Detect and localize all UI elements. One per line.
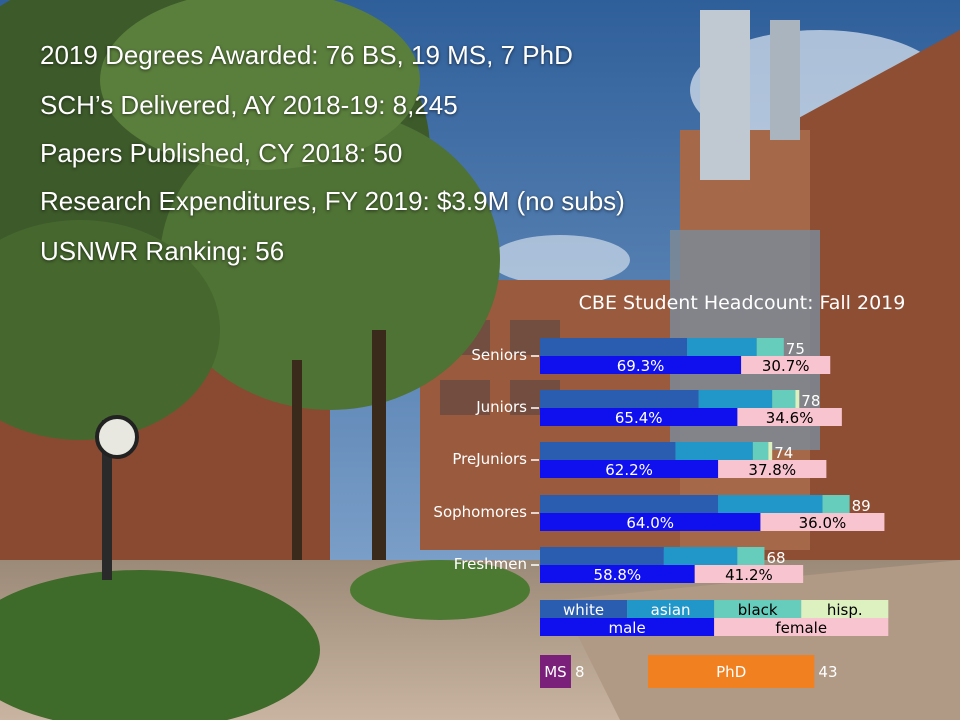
male-pct-label: 69.3% — [617, 357, 665, 375]
bar-black-freshmen — [737, 547, 765, 565]
female-pct-label: 36.0% — [799, 514, 847, 532]
bar-male-freshmen — [540, 565, 695, 583]
legend-white-swatch — [540, 600, 628, 618]
bar-female-juniors — [737, 408, 842, 426]
stat-sch-delivered: SCH’s Delivered, AY 2018-19: 8,245 — [40, 90, 458, 120]
bar-white-prejuniors — [540, 442, 676, 460]
legend-male-label: male — [608, 619, 645, 637]
legend-white-label: white — [563, 601, 604, 619]
bar-phd — [648, 655, 815, 688]
bar-black-prejuniors — [752, 442, 769, 460]
male-pct-label: 62.2% — [605, 461, 653, 479]
legend-black-swatch — [714, 600, 802, 618]
bar-asian-prejuniors — [675, 442, 753, 460]
legend-hisp-swatch — [801, 600, 889, 618]
female-pct-label: 34.6% — [766, 409, 814, 427]
phd-value-label: 43 — [818, 663, 837, 681]
legend-asian-label: asian — [651, 601, 691, 619]
bar-male-prejuniors — [540, 460, 719, 478]
legend-hisp-label: hisp. — [827, 601, 863, 619]
legend-asian-swatch — [627, 600, 715, 618]
male-pct-label: 58.8% — [594, 566, 642, 584]
bar-hisp-prejuniors — [768, 442, 773, 460]
legend-female-label: female — [775, 619, 827, 637]
male-pct-label: 65.4% — [615, 409, 663, 427]
bar-female-freshmen — [694, 565, 804, 583]
legend-male-swatch — [540, 618, 715, 636]
category-label-sophomores: Sophomores — [433, 503, 527, 521]
ms-value-label: 8 — [575, 663, 585, 681]
female-pct-label: 30.7% — [762, 357, 810, 375]
total-label-prejuniors: 74 — [774, 444, 793, 462]
phd-label: PhD — [716, 663, 746, 681]
total-label-sophomores: 89 — [852, 497, 871, 515]
stat-degrees-awarded: 2019 Degrees Awarded: 76 BS, 19 MS, 7 Ph… — [40, 40, 573, 70]
bar-male-juniors — [540, 408, 738, 426]
bar-asian-seniors — [687, 338, 757, 356]
legend-black-label: black — [738, 601, 778, 619]
bar-black-seniors — [756, 338, 784, 356]
bar-hisp-juniors — [795, 390, 800, 408]
category-label-seniors: Seniors — [471, 346, 527, 364]
total-label-freshmen: 68 — [766, 549, 785, 567]
legend-female-swatch — [714, 618, 889, 636]
bar-asian-freshmen — [663, 547, 738, 565]
category-label-prejuniors: PreJuniors — [452, 450, 527, 468]
stat-papers-published: Papers Published, CY 2018: 50 — [40, 138, 403, 168]
total-label-juniors: 78 — [801, 392, 820, 410]
bar-white-freshmen — [540, 547, 664, 565]
category-label-juniors: Juniors — [475, 398, 527, 416]
category-label-freshmen: Freshmen — [454, 555, 527, 573]
bar-male-sophomores — [540, 513, 761, 531]
chart-title: CBE Student Headcount: Fall 2019 — [579, 292, 906, 314]
bar-female-sophomores — [760, 513, 885, 531]
bar-asian-juniors — [698, 390, 773, 408]
female-pct-label: 41.2% — [725, 566, 773, 584]
bar-female-prejuniors — [718, 460, 827, 478]
bar-asian-sophomores — [718, 495, 823, 513]
female-pct-label: 37.8% — [748, 461, 796, 479]
male-pct-label: 64.0% — [626, 514, 674, 532]
bar-white-seniors — [540, 338, 688, 356]
stat-research-expenditures: Research Expenditures, FY 2019: $3.9M (n… — [40, 186, 625, 216]
bar-ms — [540, 655, 571, 688]
bar-white-sophomores — [540, 495, 719, 513]
bar-male-seniors — [540, 356, 742, 374]
bar-female-seniors — [741, 356, 831, 374]
stat-usnwr-ranking: USNWR Ranking: 56 — [40, 236, 285, 266]
bar-white-juniors — [540, 390, 699, 408]
bar-black-sophomores — [822, 495, 850, 513]
ms-label: MS — [544, 663, 566, 681]
total-label-seniors: 75 — [786, 340, 805, 358]
bar-black-juniors — [772, 390, 796, 408]
